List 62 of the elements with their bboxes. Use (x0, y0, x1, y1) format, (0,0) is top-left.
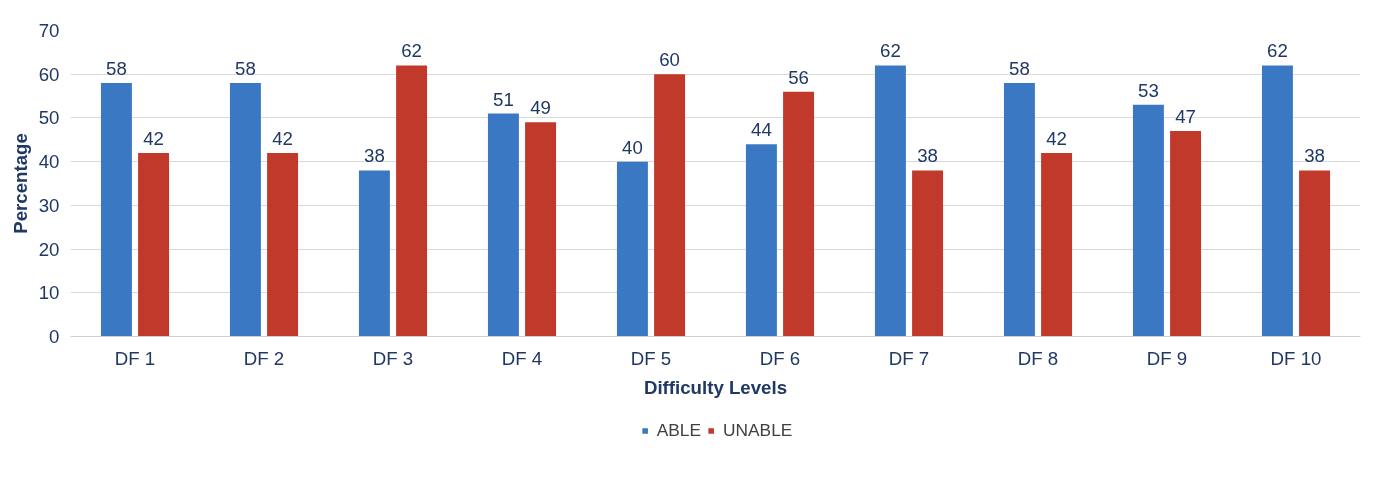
legend-label: UNABLE (722, 419, 793, 441)
bar (525, 122, 557, 337)
data-label: 38 (917, 145, 938, 167)
data-label: 42 (272, 127, 293, 149)
data-label: 49 (530, 97, 551, 119)
x-axis-title: Difficulty Levels (643, 376, 788, 398)
x-tick-label: DF 3 (372, 347, 414, 369)
y-tick-label: 70 (38, 20, 60, 41)
x-tick-label: DF 5 (630, 347, 672, 369)
legend-label: ABLE (656, 419, 701, 441)
x-tick-label: DF 7 (888, 347, 930, 369)
data-label: 56 (788, 66, 809, 88)
y-tick-label: 60 (38, 63, 60, 85)
data-label: 60 (659, 49, 680, 71)
bar (487, 113, 519, 337)
bar (100, 82, 132, 337)
y-tick-label: 30 (38, 194, 60, 216)
data-label: 40 (622, 136, 643, 158)
bar (229, 82, 261, 337)
x-tick-label: DF 8 (1017, 347, 1059, 369)
data-label: 62 (880, 40, 901, 62)
bar (616, 161, 648, 337)
bar (1170, 131, 1202, 337)
bar (874, 65, 906, 337)
x-tick-label: DF 9 (1146, 347, 1188, 369)
y-tick-label: 40 (38, 151, 60, 173)
bar (138, 152, 170, 337)
bar (783, 91, 815, 337)
data-label: 42 (143, 127, 164, 149)
data-label: 58 (106, 57, 127, 79)
bar (1003, 82, 1035, 337)
bar (1299, 170, 1331, 337)
data-label: 38 (1304, 145, 1325, 167)
data-label: 58 (1009, 57, 1030, 79)
y-tick-label: 10 (38, 282, 60, 304)
bar (1041, 152, 1073, 337)
data-label: 44 (751, 119, 772, 141)
data-label: 51 (493, 88, 514, 110)
bar (654, 74, 686, 337)
y-tick-label: 20 (38, 238, 60, 260)
x-tick-label: DF 10 (1270, 347, 1322, 369)
data-label: 42 (1046, 127, 1067, 149)
x-tick-label: DF 4 (501, 347, 543, 369)
data-label: 53 (1138, 79, 1159, 101)
bar (912, 170, 944, 337)
x-tick-label: DF 6 (759, 347, 801, 369)
data-label: 47 (1175, 106, 1196, 128)
bar (1132, 104, 1164, 337)
bar (267, 152, 299, 337)
data-label: 38 (364, 145, 385, 167)
data-label: 62 (1267, 40, 1288, 62)
bar (745, 144, 777, 337)
x-tick-label: DF 2 (243, 347, 285, 369)
bar (1261, 65, 1293, 337)
y-tick-label: 50 (38, 107, 60, 129)
y-tick-label: 0 (49, 326, 60, 347)
data-label: 58 (235, 57, 256, 79)
bar (396, 65, 428, 337)
x-tick-label: DF 1 (114, 347, 156, 369)
y-axis-title: Percentage (9, 133, 31, 234)
data-label: 62 (401, 40, 422, 62)
bar (358, 170, 390, 337)
